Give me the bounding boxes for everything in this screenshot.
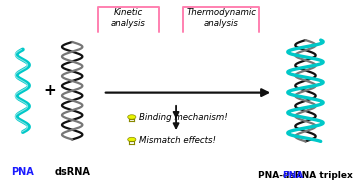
Text: Thermodynamic
analysis: Thermodynamic analysis (186, 8, 256, 28)
Text: Kinetic
analysis: Kinetic analysis (111, 8, 146, 28)
Circle shape (128, 137, 136, 142)
Text: PNA-dsRNA triplex: PNA-dsRNA triplex (258, 171, 353, 180)
Text: +: + (44, 83, 57, 98)
Text: PNA: PNA (12, 167, 34, 177)
Text: Mismatch effects!: Mismatch effects! (139, 136, 216, 145)
Text: PNA: PNA (282, 171, 303, 180)
Text: Binding mechanism!: Binding mechanism! (139, 113, 228, 122)
Circle shape (128, 115, 136, 119)
Text: dsRNA: dsRNA (54, 167, 90, 177)
